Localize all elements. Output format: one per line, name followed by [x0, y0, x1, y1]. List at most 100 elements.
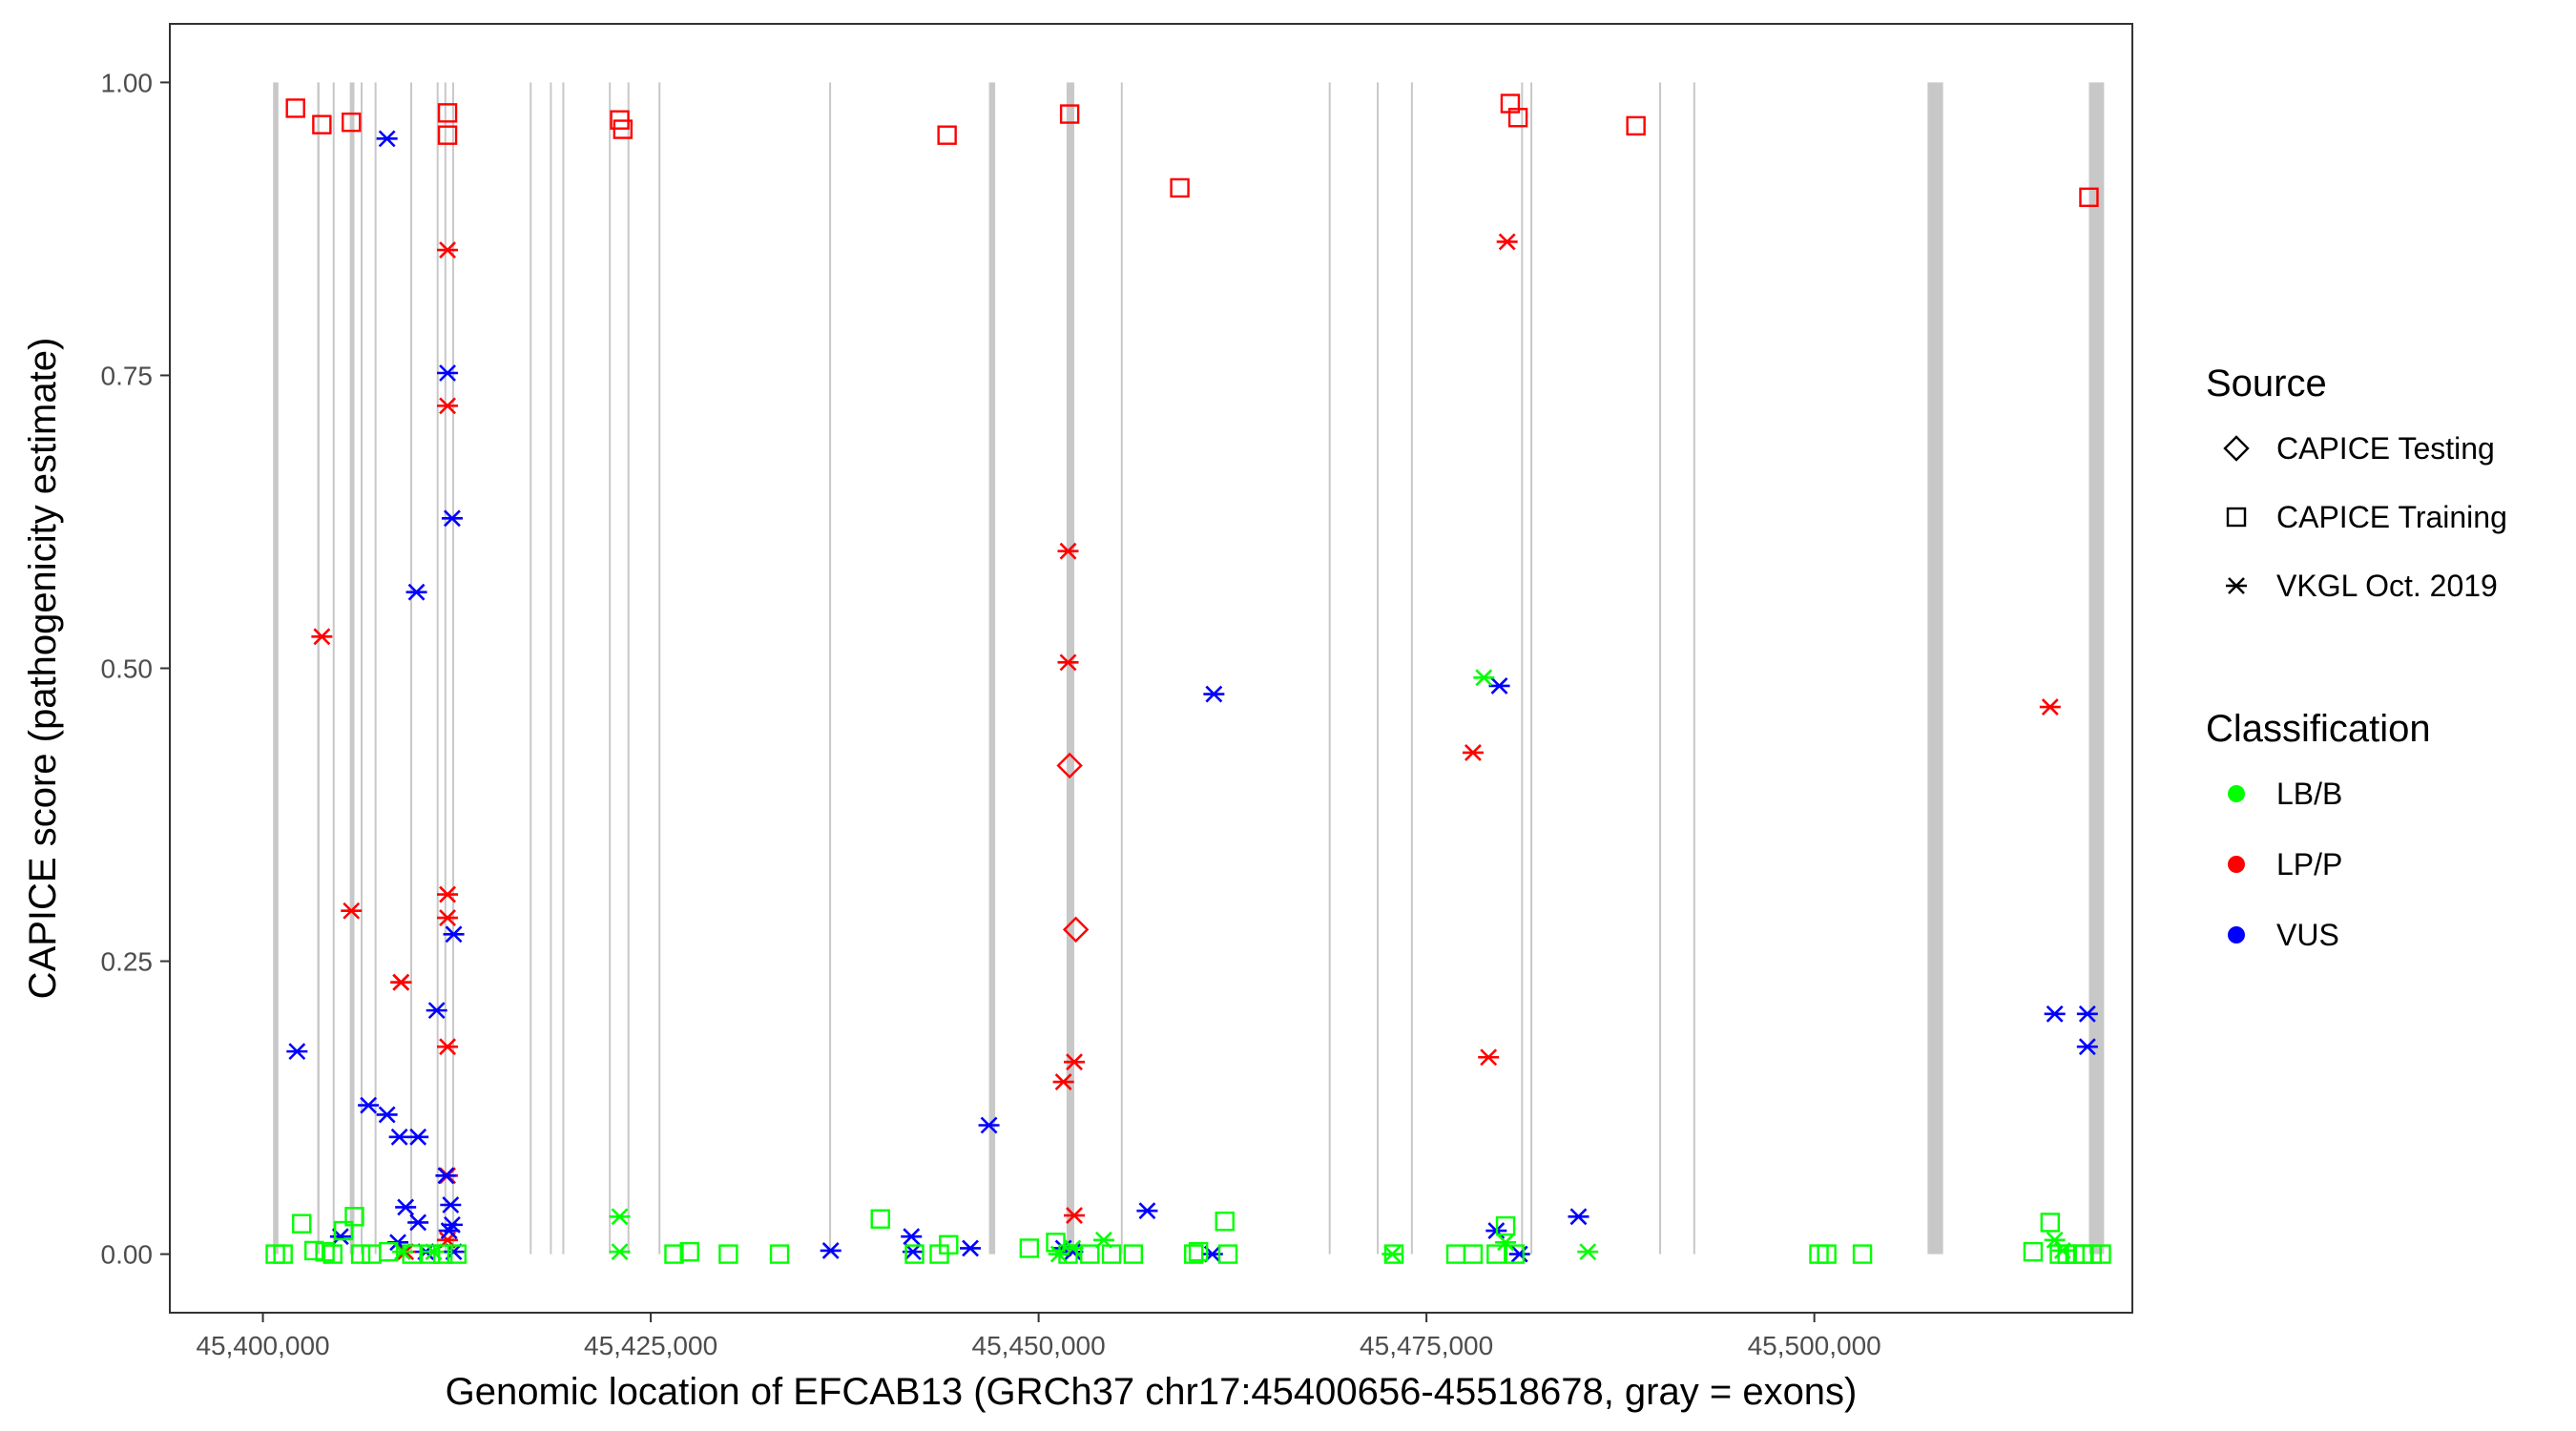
exon-band — [1659, 82, 1662, 1255]
y-tick-label: 0.25 — [101, 947, 154, 977]
exon-band — [550, 82, 552, 1255]
exon-band — [317, 82, 320, 1255]
data-point — [1817, 1244, 1837, 1264]
data-point — [1101, 1244, 1122, 1264]
data-point — [1568, 1208, 1589, 1226]
data-point — [1488, 677, 1510, 695]
legend-key-asterisk — [2226, 577, 2247, 594]
data-point — [362, 1244, 382, 1264]
data-point — [350, 1244, 371, 1264]
data-point — [2076, 1005, 2098, 1023]
exon-band — [1328, 82, 1331, 1255]
data-point — [273, 1244, 293, 1264]
exon-band — [988, 82, 996, 1255]
data-point — [1019, 1238, 1040, 1258]
exon-band — [436, 82, 439, 1255]
exon-band — [1120, 82, 1123, 1255]
data-point — [435, 1167, 457, 1185]
exon-band — [562, 82, 565, 1255]
data-point — [2079, 187, 2099, 207]
data-point — [1184, 1244, 1204, 1264]
data-point — [937, 125, 957, 145]
exon-band — [1377, 82, 1380, 1255]
legend-key-square — [2226, 507, 2247, 528]
exon-band — [658, 82, 661, 1255]
exon-band — [332, 82, 335, 1255]
data-point — [311, 628, 333, 646]
data-point — [904, 1244, 924, 1264]
data-point — [1445, 1244, 1466, 1264]
data-point — [1507, 108, 1528, 128]
y-axis-title: CAPICE score (pathogenicity estimate) — [22, 338, 64, 1000]
data-point — [388, 1128, 410, 1146]
exon-band — [374, 82, 377, 1255]
data-point — [1495, 1234, 1517, 1252]
data-point — [870, 1209, 890, 1229]
x-tick-label: 45,475,000 — [1360, 1331, 1493, 1360]
data-point — [437, 364, 459, 382]
data-point — [2044, 1005, 2066, 1023]
data-point — [304, 1240, 324, 1261]
data-point — [1463, 1244, 1484, 1264]
exon-band — [609, 82, 612, 1255]
exon-band — [1927, 82, 1943, 1255]
data-point — [420, 1244, 441, 1264]
data-point — [1462, 744, 1484, 761]
data-point — [405, 583, 427, 601]
data-point — [1057, 542, 1079, 560]
y-tick-label: 0.00 — [101, 1240, 154, 1270]
legend-source-label: CAPICE Training — [2276, 500, 2507, 534]
legend-key-diamond — [2223, 435, 2250, 462]
exon-band — [627, 82, 630, 1255]
legend-classification: Classification LB/B LP/P VUS — [2206, 708, 2431, 952]
data-point — [939, 1234, 959, 1255]
data-point — [438, 1222, 460, 1239]
data-point-layer — [265, 93, 2111, 1264]
data-point — [379, 1241, 399, 1262]
data-point — [447, 1244, 467, 1264]
legend-source-title: Source — [2206, 363, 2327, 404]
data-point — [344, 1207, 364, 1227]
data-point — [718, 1244, 738, 1264]
x-tick-label: 45,450,000 — [972, 1331, 1106, 1360]
legend-classification-label: VUS — [2276, 918, 2339, 952]
exon-band — [1066, 82, 1075, 1255]
exon-band — [410, 82, 413, 1255]
data-point — [395, 1198, 417, 1216]
data-point — [358, 1096, 380, 1114]
y-tick-label: 0.50 — [101, 654, 154, 684]
data-point — [1136, 1202, 1158, 1220]
data-point — [376, 130, 398, 148]
data-point — [679, 1241, 699, 1262]
data-point — [978, 1116, 1000, 1134]
data-point — [1495, 1215, 1516, 1236]
data-point — [443, 925, 465, 944]
data-point — [2091, 1244, 2111, 1264]
data-point — [432, 1244, 453, 1264]
data-point — [1123, 1244, 1144, 1264]
data-point — [1478, 1048, 1500, 1067]
data-point — [333, 1220, 354, 1241]
x-tick-label: 45,425,000 — [584, 1331, 717, 1360]
data-point — [402, 1244, 422, 1264]
data-point — [960, 1239, 982, 1257]
data-point — [1170, 177, 1190, 198]
data-point — [1052, 1073, 1074, 1090]
data-point — [1852, 1244, 1873, 1264]
data-point — [440, 1196, 462, 1213]
data-point — [342, 112, 362, 133]
data-point — [820, 1241, 841, 1259]
legend-color-swatch — [2228, 856, 2245, 873]
data-point — [1203, 685, 1225, 703]
legend-color-swatch — [2228, 785, 2245, 802]
exon-band — [530, 82, 532, 1255]
data-point — [1064, 1207, 1086, 1224]
data-point — [2023, 1241, 2044, 1262]
data-point — [322, 1244, 343, 1264]
data-point — [390, 973, 412, 991]
data-point — [1056, 752, 1083, 779]
data-point — [437, 885, 459, 903]
data-point — [609, 1243, 631, 1261]
data-point — [407, 1213, 429, 1232]
